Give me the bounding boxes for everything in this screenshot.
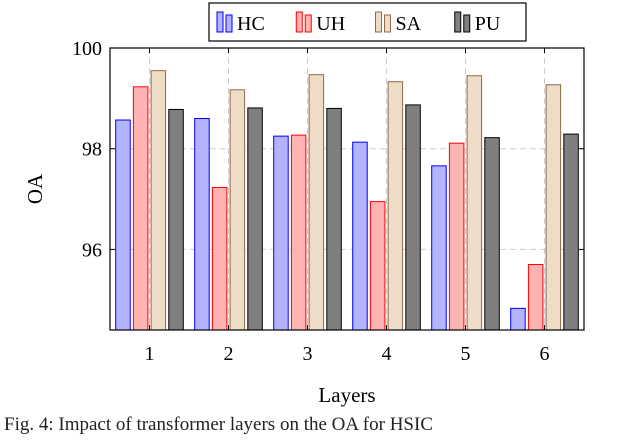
x-axis-title: Layers <box>318 383 375 407</box>
legend-label-pu: PU <box>475 13 501 35</box>
legend-label-sa: SA <box>396 13 422 35</box>
y-tick-label: 98 <box>82 139 102 161</box>
bar-uh <box>527 264 544 331</box>
x-axis: 1 2 3 4 5 6 <box>145 48 550 365</box>
grid-lines <box>110 48 584 330</box>
bar-sa <box>308 74 325 331</box>
legend-swatch-hc <box>216 11 224 33</box>
bar-pu <box>326 107 342 331</box>
legend-swatch-sa <box>384 14 391 33</box>
x-tick-label: 5 <box>461 343 471 365</box>
legend-label-uh: UH <box>316 13 345 35</box>
y-axis-title: OA <box>23 173 47 204</box>
bars <box>115 70 579 331</box>
y-tick-label: 96 <box>82 239 102 261</box>
bar-hc <box>510 307 526 331</box>
bar-pu <box>168 108 184 331</box>
legend-label-hc: HC <box>237 13 265 35</box>
legend-swatch-pu <box>463 14 471 33</box>
y-tick-label: 100 <box>72 38 102 60</box>
bar-hc <box>352 141 368 331</box>
bar-uh <box>290 134 307 331</box>
bar-pu <box>484 137 500 331</box>
bar-sa <box>150 70 167 331</box>
legend-swatch-pu <box>454 11 462 33</box>
bar-sa <box>387 81 404 331</box>
legend-swatch-uh <box>304 14 312 33</box>
y-axis: 96 98 100 <box>72 38 584 261</box>
bar-uh <box>132 86 149 331</box>
legend-swatch-sa <box>375 11 382 33</box>
bar-pu <box>563 133 579 331</box>
plot-frame <box>109 47 585 331</box>
bar-hc <box>431 165 447 331</box>
legend-swatch-hc <box>225 14 233 33</box>
bar-hc <box>273 135 289 331</box>
x-tick-label: 4 <box>382 343 392 365</box>
bar-pu <box>247 107 263 331</box>
x-tick-label: 2 <box>224 343 234 365</box>
bar-hc <box>194 118 210 331</box>
bar-hc <box>115 119 131 331</box>
bar-sa <box>545 84 562 331</box>
bar-uh <box>448 142 465 331</box>
bar-uh <box>369 201 386 331</box>
bar-pu <box>405 104 421 331</box>
x-tick-label: 1 <box>145 343 155 365</box>
legend-box <box>208 2 527 42</box>
bar-sa <box>229 89 246 331</box>
legend: HC UH SA PU <box>208 2 527 42</box>
figure-caption: Fig. 4: Impact of transformer layers on … <box>4 414 433 435</box>
x-tick-label: 6 <box>540 343 550 365</box>
x-tick-label: 3 <box>303 343 313 365</box>
legend-swatch-uh <box>295 11 303 33</box>
bar-sa <box>466 75 483 331</box>
bar-uh <box>211 186 228 331</box>
